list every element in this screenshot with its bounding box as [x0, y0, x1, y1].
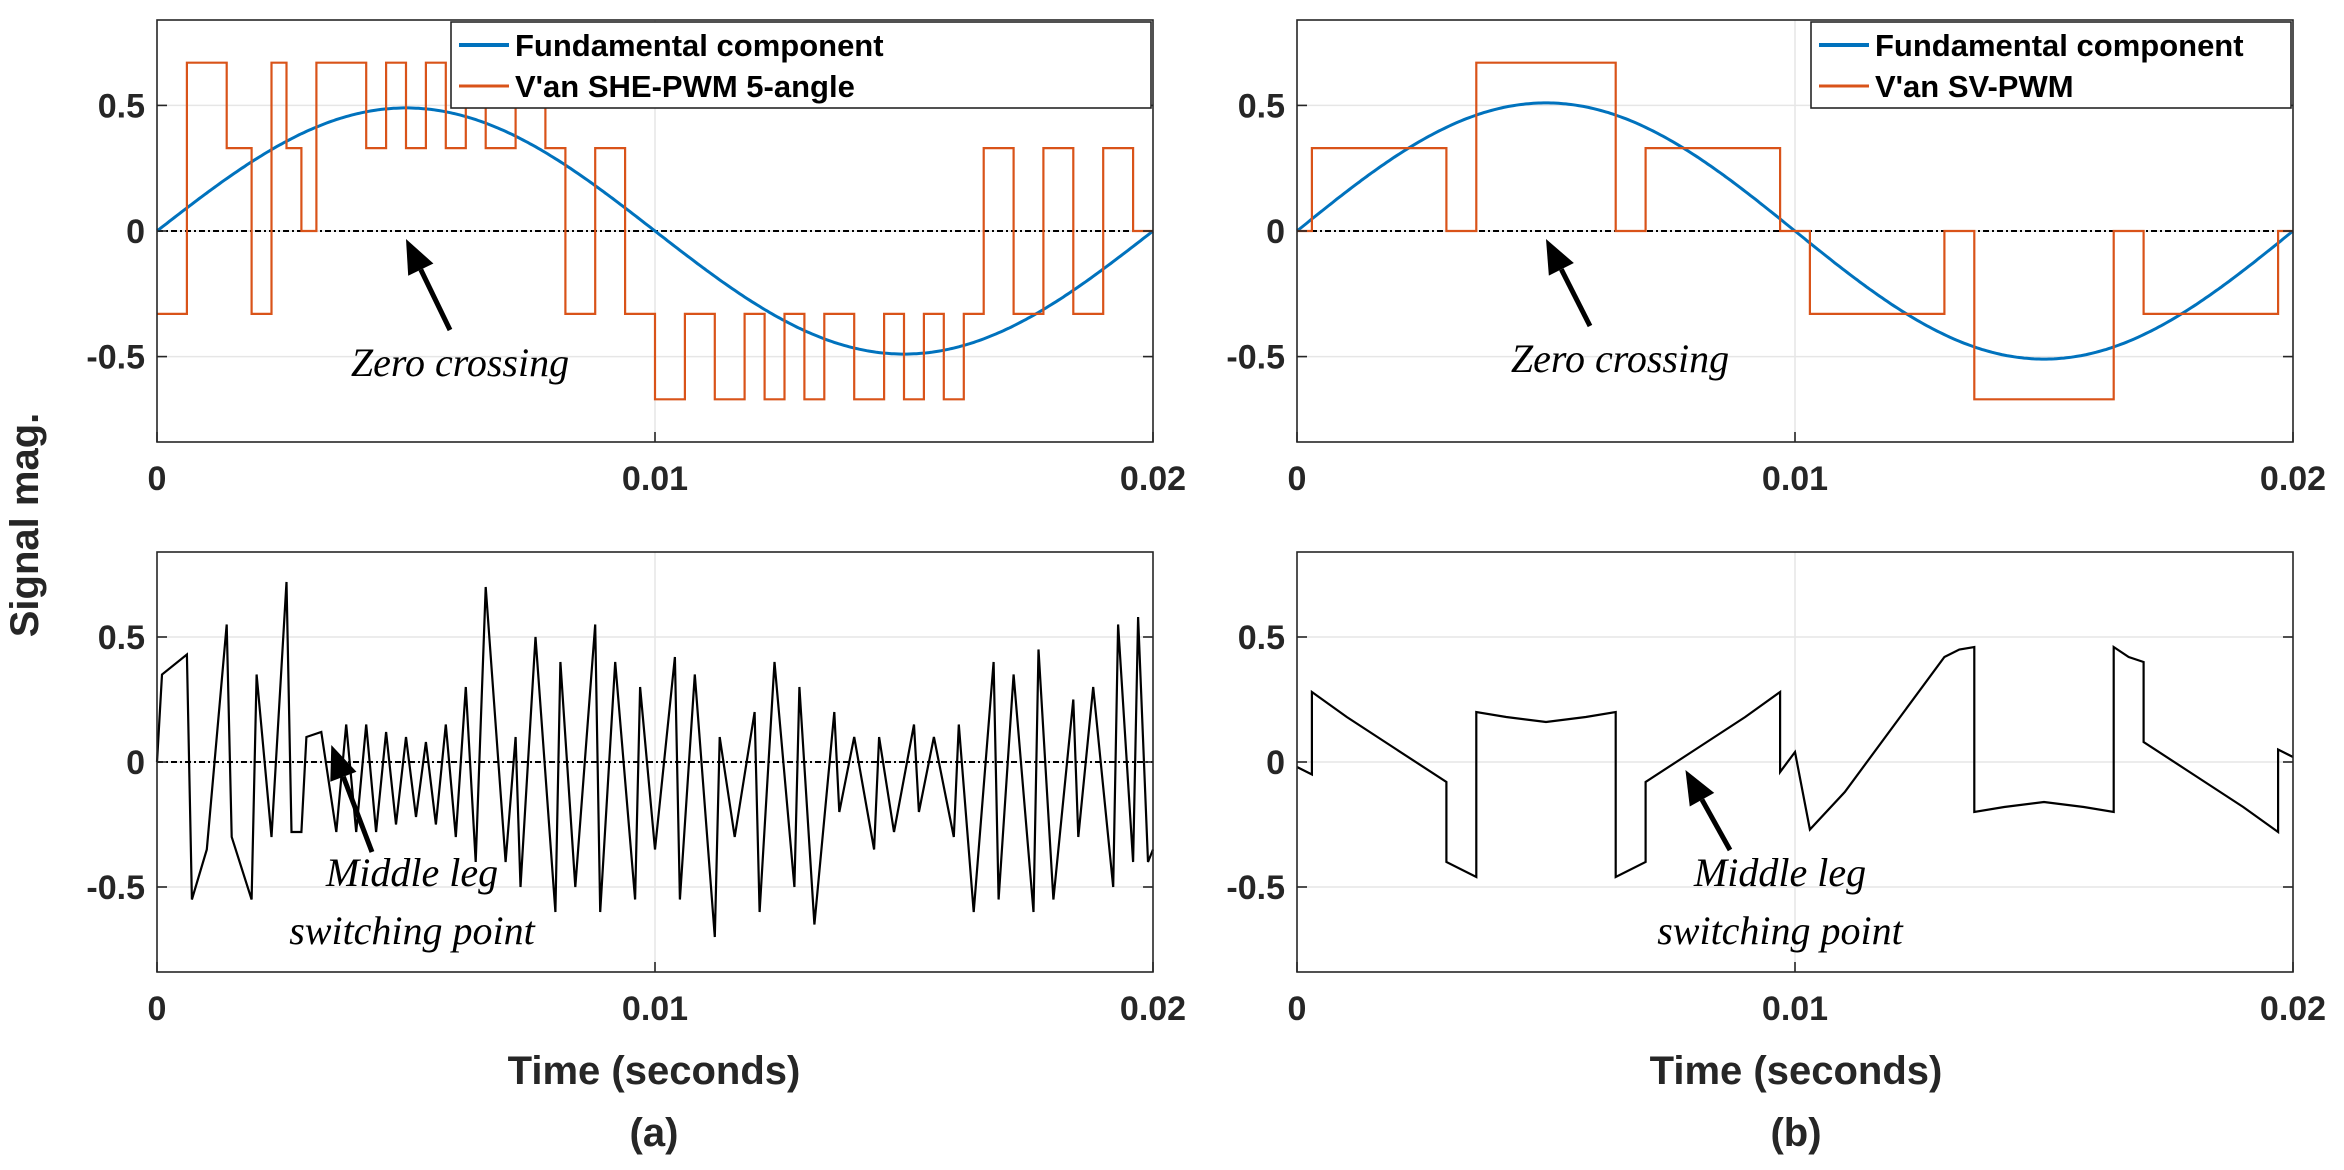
annotation-text: Zero crossing: [351, 340, 569, 385]
x-tick-label: 0: [148, 460, 167, 498]
x-tick-label: 0.01: [1762, 990, 1828, 1028]
x-tick-label: 0: [148, 990, 167, 1028]
y-tick-label: -0.5: [1226, 339, 1285, 377]
annotation-text: switching point: [289, 908, 535, 953]
x-tick-label: 0: [1288, 990, 1307, 1028]
annotation-text: Middle leg: [325, 850, 498, 895]
series-line-middle-leg: [1296, 644, 2294, 879]
annotation-arrow-head: [330, 745, 357, 782]
y-tick-label: -0.5: [86, 339, 145, 377]
series-line-v-an-she-pwm-5-angle: [157, 61, 1153, 401]
y-tick-label: -0.5: [86, 869, 145, 907]
x-tick-label: 0.02: [2260, 990, 2326, 1028]
series-line-middle-leg: [155, 581, 1155, 938]
y-tick-label: 0: [1266, 213, 1285, 251]
x-tick-label: 0.02: [1120, 460, 1186, 498]
y-axis-label: Signal mag.: [3, 413, 47, 638]
series-line-fundamental-component: [156, 106, 1154, 356]
y-tick-label: 0: [126, 744, 145, 782]
legend-entry: V'an SV-PWM: [1875, 69, 2074, 104]
legend-entry: V'an SHE-PWM 5-angle: [515, 69, 855, 104]
legend-entry: Fundamental component: [515, 28, 884, 63]
x-tick-label: 0.02: [1120, 990, 1186, 1028]
y-tick-label: 0.5: [1238, 87, 1285, 125]
series-line-v-an-sv-pwm: [1297, 61, 2293, 401]
legend: Fundamental component V'an SV-PWM: [1810, 21, 2292, 109]
x-tick-label: 0: [1288, 460, 1307, 498]
annotation-arrow-shaft: [1699, 798, 1733, 852]
x-tick-label: 0.01: [622, 460, 688, 498]
y-tick-label: -0.5: [1226, 869, 1285, 907]
annotation-text: Zero crossing: [1511, 336, 1729, 381]
panel-b-top: -0.5 0 0.5 0 0.01 0.02 Fundamental component V'…: [1226, 19, 2326, 498]
y-tick-label: 0: [1266, 744, 1285, 782]
annotation-arrow-head: [1685, 770, 1715, 807]
legend-entry: Fundamental component: [1875, 28, 2244, 63]
annotation-arrow-head: [406, 239, 434, 276]
annotation-arrow-head: [1546, 239, 1574, 276]
annotation-text: switching point: [1657, 908, 1903, 953]
caption-a: (a): [630, 1111, 679, 1155]
annotation-text: Middle leg: [1693, 850, 1866, 895]
annotation-arrow-shaft: [1559, 268, 1593, 328]
y-tick-label: 0: [126, 213, 145, 251]
y-tick-label: 0.5: [98, 619, 145, 657]
y-tick-label: 0.5: [1238, 619, 1285, 657]
x-axis-label-a: Time (seconds): [508, 1049, 801, 1093]
x-tick-label: 0.01: [622, 990, 688, 1028]
x-tick-label: 0.02: [2260, 460, 2326, 498]
legend: Fundamental component V'an SHE-PWM 5-angl…: [450, 21, 1152, 109]
x-tick-label: 0.01: [1762, 460, 1828, 498]
annotation-arrow-shaft: [418, 268, 453, 332]
legend-box: [1810, 21, 2292, 109]
x-axis-label-b: Time (seconds): [1650, 1049, 1943, 1093]
legend-box: [450, 21, 1152, 109]
annotation-arrow-shaft: [341, 775, 375, 853]
y-tick-label: 0.5: [98, 87, 145, 125]
panel-b-bottom: -0.5 0 0.5 0 0.01 0.02 Middle leg switching poi…: [1226, 551, 2326, 1028]
caption-b: (b): [1770, 1111, 1821, 1155]
panel-a-top: -0.5 0 0.5 0 0.01 0.02 Fundamental component V'…: [86, 19, 1186, 498]
panel-a-bottom: -0.5 0 0.5 0 0.01 0.02 Middle leg switching poi…: [86, 551, 1186, 1028]
